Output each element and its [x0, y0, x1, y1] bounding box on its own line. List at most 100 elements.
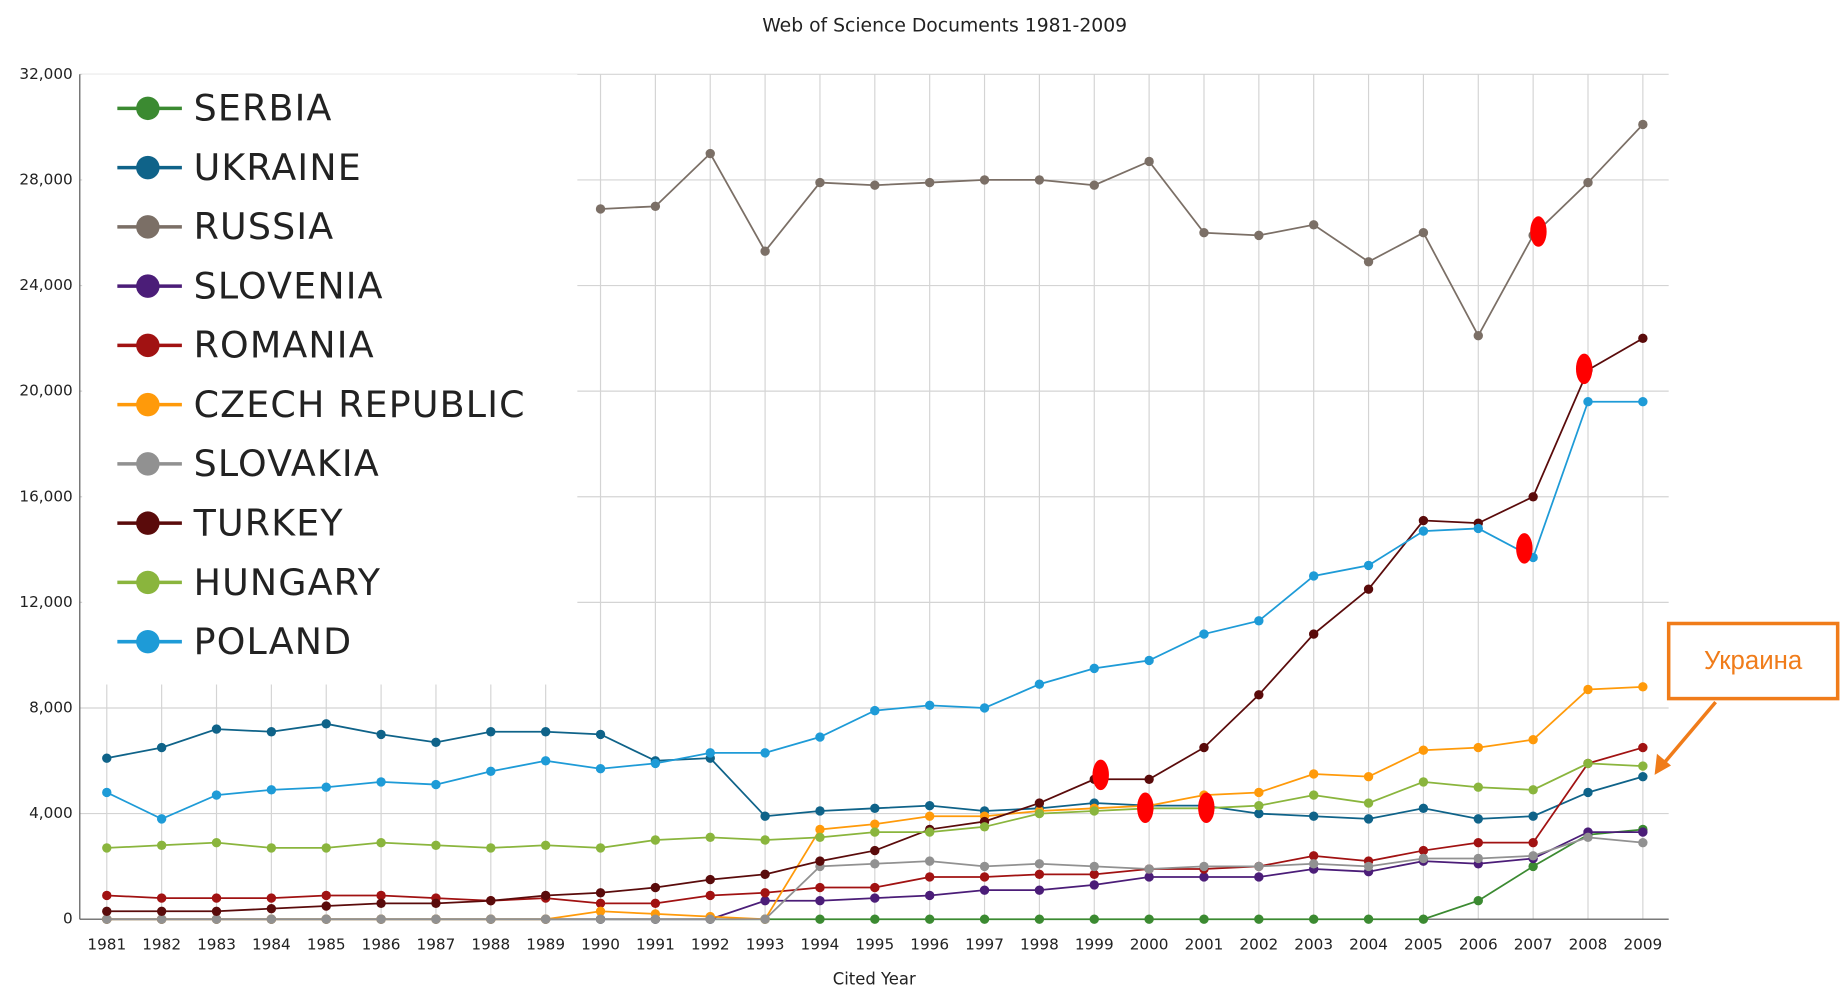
data-point: [1583, 832, 1593, 843]
data-point: [266, 785, 277, 795]
legend-marker: [136, 215, 160, 239]
data-point: [156, 893, 167, 903]
data-point: [1528, 734, 1538, 745]
data-point: [211, 837, 222, 848]
data-point: [376, 914, 386, 924]
x-tick-label: 1983: [197, 936, 236, 954]
data-point: [211, 790, 222, 800]
data-point: [211, 906, 222, 916]
legend: SERBIA UKRAINE RUSSIA SLOVENIA ROMANIA CZECH …: [117, 87, 525, 663]
data-point: [1034, 175, 1045, 185]
data-point: [540, 890, 551, 901]
data-point: [979, 703, 990, 713]
legend-marker: [136, 155, 160, 180]
series: [102, 119, 1648, 924]
data-point: [266, 914, 277, 924]
data-point: [870, 705, 880, 716]
data-point: [924, 177, 935, 188]
data-point: [979, 872, 990, 882]
x-tick-label: 1986: [362, 936, 401, 954]
x-tick-label: 2002: [1239, 936, 1278, 954]
legend-label: HUNGARY: [194, 561, 382, 604]
data-point: [1254, 861, 1264, 872]
data-point: [102, 843, 112, 853]
data-point: [1034, 885, 1045, 895]
highlights: [1092, 216, 1593, 823]
legend-marker: [136, 96, 160, 121]
legend-marker: [136, 570, 160, 595]
data-point: [924, 811, 935, 821]
x-tick-label: 1990: [581, 936, 620, 954]
data-point: [1528, 811, 1538, 821]
x-tick-label: 2005: [1404, 936, 1443, 954]
x-tick-label: 1988: [471, 936, 510, 954]
data-point: [321, 719, 331, 729]
legend-marker: [136, 629, 160, 654]
series-line: [600, 123, 1644, 338]
x-tick-label: 1985: [307, 936, 346, 954]
data-point: [376, 898, 386, 909]
data-point: [1473, 896, 1483, 906]
data-point: [431, 840, 441, 850]
data-point: [1309, 851, 1319, 861]
data-point: [1089, 880, 1099, 890]
data-point: [595, 898, 606, 909]
x-tick-label: 1994: [801, 936, 840, 954]
x-tick-label: 1982: [142, 936, 181, 954]
data-point: [266, 727, 277, 737]
x-tick-label: 1999: [1075, 936, 1114, 954]
data-point: [1638, 397, 1648, 407]
data-point: [1034, 808, 1045, 819]
annotation-arrow: [1662, 700, 1717, 765]
annotation-box: [1666, 621, 1840, 701]
data-point: [924, 890, 935, 901]
data-point: [815, 882, 825, 893]
data-point: [705, 832, 715, 843]
data-point: [979, 175, 990, 185]
data-point: [1089, 806, 1099, 816]
data-point: [102, 787, 112, 798]
data-point: [1583, 787, 1593, 798]
data-point: [1309, 629, 1319, 639]
legend-label: POLAND: [194, 620, 353, 663]
data-point: [870, 859, 880, 869]
legend-label: CZECH REPUBLIC: [194, 383, 526, 426]
data-point: [486, 727, 496, 737]
data-point: [211, 724, 222, 734]
data-point: [1363, 560, 1374, 571]
x-tick-label: 2000: [1130, 936, 1169, 954]
x-tick-label: 1996: [910, 936, 949, 954]
data-point: [1528, 851, 1538, 861]
data-point: [1583, 177, 1593, 188]
data-point: [1473, 853, 1483, 864]
data-point: [376, 837, 386, 848]
data-point: [1418, 745, 1429, 755]
data-point: [1418, 228, 1429, 238]
data-point: [870, 180, 880, 190]
x-tick-label: 2008: [1569, 936, 1608, 954]
highlight: [1137, 792, 1154, 823]
data-point: [321, 901, 331, 911]
data-point: [815, 832, 825, 843]
data-point: [1089, 180, 1099, 190]
highlight: [1198, 792, 1215, 823]
data-point: [870, 882, 880, 893]
data-point: [1199, 629, 1209, 639]
x-tick-label: 1984: [252, 936, 291, 954]
data-point: [1528, 837, 1538, 848]
data-point: [1638, 682, 1648, 692]
x-tick-label: 2009: [1623, 936, 1662, 954]
data-point: [924, 700, 935, 711]
data-point: [1199, 742, 1209, 753]
data-point: [650, 201, 661, 212]
data-point: [1034, 914, 1045, 924]
data-point: [1638, 771, 1648, 782]
data-point: [870, 914, 880, 924]
data-point: [870, 893, 880, 903]
x-tick-label: 2003: [1294, 936, 1333, 954]
y-tick-label: 8,000: [29, 698, 73, 716]
data-point: [486, 843, 496, 853]
data-point: [1473, 814, 1483, 824]
data-point: [156, 840, 167, 850]
data-point: [979, 914, 990, 924]
